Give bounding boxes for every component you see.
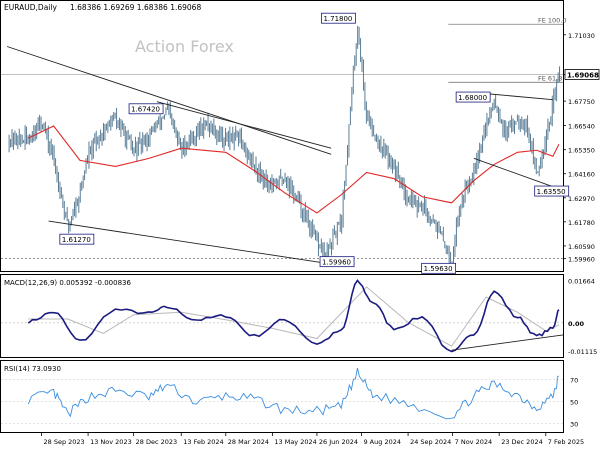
fib-label: FE 61.8 bbox=[538, 74, 562, 82]
current-price-box bbox=[564, 69, 600, 80]
macd-trendline bbox=[451, 334, 564, 351]
fib-label: FE 100.0 bbox=[538, 16, 567, 24]
macd-y-label: 0.01664 bbox=[568, 278, 595, 286]
price-y-label: 1.64160 bbox=[568, 171, 595, 179]
price-annotation-box bbox=[59, 233, 95, 245]
price-annotation-box bbox=[421, 262, 457, 274]
price-y-label: 1.59960 bbox=[568, 256, 595, 264]
watermark: Action Forex bbox=[135, 37, 234, 56]
price-annotation-label: 1.71800 bbox=[323, 15, 352, 23]
x-tick-label: 9 Aug 2024 bbox=[363, 438, 401, 446]
macd-signal-line bbox=[28, 286, 560, 347]
x-tick-label: 28 Dec 2023 bbox=[136, 438, 178, 446]
rsi-y-label: 50 bbox=[570, 398, 578, 406]
price-annotation-label: 1.59960 bbox=[322, 258, 351, 266]
price-y-label: 1.62970 bbox=[568, 195, 595, 203]
macd-panel: 0.01664 0.00 -0.01115 bbox=[1, 278, 597, 356]
price-y-label: 1.60590 bbox=[568, 243, 595, 251]
rsi-y-label: 30 bbox=[570, 420, 578, 428]
chart-ohlc: 1.68386 1.69269 1.68386 1.69068 bbox=[70, 3, 201, 12]
price-annotation-box bbox=[455, 91, 491, 103]
price-annotation-label: 1.59630 bbox=[424, 265, 453, 273]
price-bars bbox=[8, 25, 561, 269]
price-annotation-box bbox=[534, 185, 570, 197]
x-tick-label: 23 Dec 2024 bbox=[501, 438, 543, 446]
x-tick-label: 26 Jun 2024 bbox=[319, 438, 358, 446]
x-tick-label: 28 Sep 2023 bbox=[44, 438, 85, 446]
trendline bbox=[156, 101, 332, 149]
x-tick-label: 13 Feb 2024 bbox=[183, 438, 223, 446]
x-tick-label: 13 May 2024 bbox=[274, 438, 316, 446]
macd-panel-frame bbox=[0, 274, 564, 358]
price-y-label: 1.66540 bbox=[568, 123, 595, 131]
price-annotation-label: 1.63550 bbox=[537, 188, 566, 196]
trendline bbox=[473, 157, 554, 188]
rsi-title: RSI(14) 73.0930 bbox=[4, 365, 61, 373]
x-tick-label: 28 Mar 2024 bbox=[228, 438, 269, 446]
x-tick-label: 24 Sep 2024 bbox=[410, 438, 451, 446]
macd-line bbox=[27, 279, 560, 353]
trendline bbox=[486, 93, 553, 101]
price-y-label: 1.65350 bbox=[568, 147, 595, 155]
price-annotation-box bbox=[321, 12, 356, 24]
rsi-panel: 70 50 30 bbox=[1, 367, 578, 428]
price-annotation-label: 1.67420 bbox=[131, 106, 160, 114]
macd-title: MACD(12,26,9) 0.005392 -0.000836 bbox=[4, 279, 131, 287]
current-price-label: 1.69068 bbox=[567, 71, 599, 79]
rsi-panel-frame bbox=[0, 360, 564, 433]
trendline bbox=[48, 220, 342, 266]
price-panel: FE 100.0 FE 61.8 1.71800 1.67420 1.61270 1.59… bbox=[1, 12, 600, 274]
x-axis: 28 Sep 2023 13 Nov 2023 28 Dec 2023 13 Feb … bbox=[41, 433, 584, 446]
chart-symbol: EURAUD,Daily bbox=[4, 3, 57, 12]
moving-average-line bbox=[28, 125, 560, 214]
macd-y-label: -0.01115 bbox=[568, 348, 597, 356]
macd-y-label: 0.00 bbox=[568, 320, 585, 328]
price-y-label: 1.61780 bbox=[568, 219, 595, 227]
price-y-label: 1.67750 bbox=[568, 98, 595, 106]
price-annotation-label: 1.61270 bbox=[62, 236, 91, 244]
price-annotation-box bbox=[319, 256, 355, 268]
x-tick-label: 7 Nov 2024 bbox=[455, 438, 493, 446]
rsi-y-label: 70 bbox=[570, 377, 578, 385]
x-tick-label: 13 Nov 2023 bbox=[90, 438, 132, 446]
x-tick-label: 7 Feb 2025 bbox=[548, 438, 584, 446]
price-panel-frame bbox=[0, 0, 564, 272]
trendline bbox=[6, 46, 332, 155]
price-annotation-label: 1.68000 bbox=[458, 94, 487, 102]
rsi-line bbox=[27, 367, 559, 420]
price-y-label: 1.71030 bbox=[568, 32, 595, 40]
price-annotation-box bbox=[128, 103, 164, 115]
